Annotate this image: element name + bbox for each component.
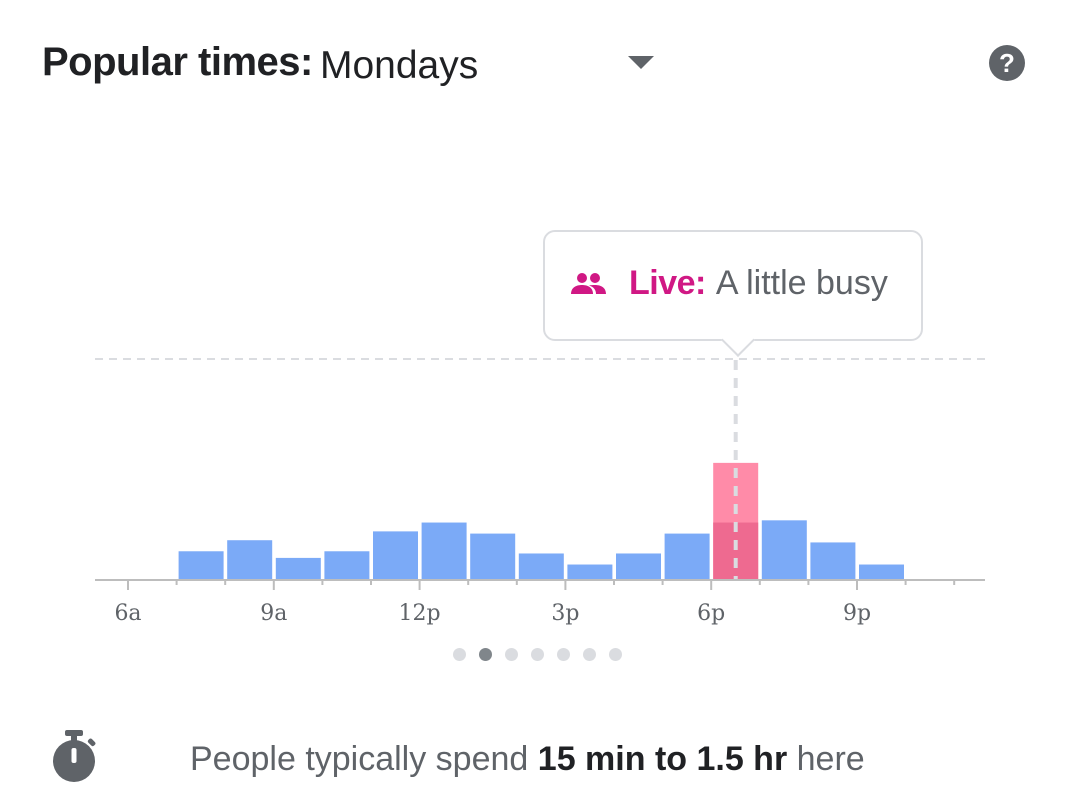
bar-8a [227, 540, 273, 580]
tick-label-9p: 9p [843, 601, 871, 626]
day-selector-value: Mondays [320, 44, 479, 87]
tick-label-12p: 12p [399, 601, 441, 626]
tick-label-6a: 6a [114, 601, 141, 626]
popular-times-title: Popular times: [42, 40, 313, 84]
bar-4p [616, 553, 661, 580]
pager-dot[interactable] [557, 648, 570, 661]
bar-8p [810, 542, 856, 580]
live-tooltip: Live: A little busy [543, 230, 923, 357]
visit-duration-prefix: People typically spend [190, 740, 529, 778]
bar-2p [518, 553, 564, 580]
pager-dot[interactable] [531, 648, 544, 661]
bar-7p [761, 520, 807, 580]
popular-times-chart: 6a 9a 12p 3p 6p 9p [95, 358, 985, 626]
chevron-down-icon [628, 56, 654, 69]
pager-dot[interactable] [453, 648, 466, 661]
tick-label-3p: 3p [551, 601, 579, 626]
visit-duration-suffix: here [796, 740, 865, 778]
people-icon [571, 272, 606, 294]
visit-duration-value: 15 min to 1.5 hr [537, 740, 788, 778]
visit-duration-text: People typically spend 15 min to 1.5 hr … [190, 740, 865, 779]
day-pager [453, 648, 635, 664]
pager-dot[interactable] [609, 648, 622, 661]
bar-11a [373, 531, 418, 580]
live-bar-6p [713, 522, 759, 580]
live-status: A little busy [715, 264, 888, 302]
bar-7a [178, 551, 224, 580]
visit-duration: People typically spend 15 min to 1.5 hr … [46, 728, 1046, 788]
pager-dot[interactable] [583, 648, 596, 661]
day-selector[interactable]: Mondays [320, 36, 660, 96]
tick-label-9a: 9a [260, 601, 287, 626]
bar-9p [859, 564, 904, 580]
pager-dot[interactable] [479, 648, 492, 661]
bar-12p [421, 522, 467, 580]
help-icon[interactable]: ? [989, 45, 1025, 81]
bar-3p [567, 564, 613, 580]
bar-5p [664, 533, 710, 580]
bar-9a [275, 557, 321, 580]
popular-times-header: Popular times: Mondays ? [42, 36, 1038, 96]
bar-10a [324, 551, 370, 580]
bar-1p [470, 533, 516, 580]
live-label: Live: [629, 264, 706, 302]
tick-label-6p: 6p [697, 601, 725, 626]
timer-icon [53, 730, 96, 782]
pager-dot[interactable] [505, 648, 518, 661]
